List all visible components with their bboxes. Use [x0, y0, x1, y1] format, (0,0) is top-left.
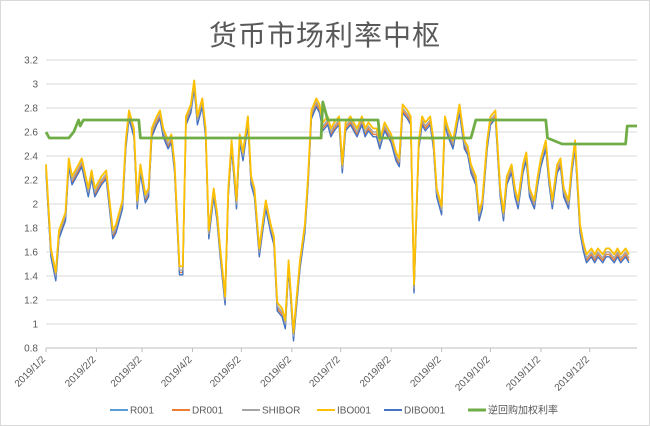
y-tick-label: 0.8	[24, 344, 38, 355]
x-tick-label: 2019/10/2	[453, 354, 493, 394]
x-tick-label: 2019/7/2	[307, 354, 343, 390]
x-tick-label: 2019/12/2	[553, 354, 593, 394]
x-tick-label: 2019/2/2	[63, 354, 99, 390]
y-tick-label: 2.6	[24, 128, 38, 139]
y-tick-label: 2	[32, 200, 38, 211]
y-tick-label: 2.2	[24, 176, 38, 187]
legend-label: R001	[130, 406, 154, 417]
x-tick-label: 2019/6/2	[259, 354, 295, 390]
x-tick-label: 2019/8/2	[358, 354, 394, 390]
series-lines	[44, 79, 637, 342]
x-tick-label: 2019/3/2	[109, 354, 145, 390]
x-axis: 2019/1/2 2019/2/2 2019/3/2 2019/4/2 2019/5/2…	[13, 347, 637, 394]
legend-label: 逆回购加权利率	[488, 404, 558, 417]
y-tick-label: 1.6	[24, 248, 38, 259]
y-tick-label: 2.4	[24, 152, 38, 163]
y-tick-label: 3.2	[24, 56, 38, 67]
series-line-ibo001	[45, 79, 630, 334]
y-tick-label: 3	[32, 80, 38, 91]
y-tick-label: 2.8	[24, 104, 38, 115]
y-tick-label: 1.4	[24, 272, 38, 283]
legend-label: DIBO001	[404, 406, 446, 417]
series-line-shibor	[45, 83, 630, 337]
series-line-reverse-repo-rate	[44, 100, 637, 146]
x-tick-label: 2019/5/2	[208, 354, 244, 390]
x-tick-label: 2019/9/2	[408, 354, 444, 390]
chart-title: 货币市场利率中枢	[208, 19, 441, 52]
x-tick-label: 2019/4/2	[159, 354, 195, 390]
y-tick-label: 1	[32, 320, 38, 331]
gridlines	[46, 59, 637, 349]
x-tick-label: 2019/11/2	[504, 354, 543, 393]
legend-label: IBO001	[337, 406, 371, 417]
legend: R001 DR001 SHIBOR IBO001 DIBO001 逆回购加权利率	[110, 404, 558, 417]
y-tick-label: 1.2	[24, 296, 38, 307]
x-tick-label: 2019/1/2	[13, 354, 49, 390]
legend-label: DR001	[192, 406, 224, 417]
y-axis: 0.8 1 1.2 1.4 1.6 1.8 2 2.2 2.4 2.6 2.8 3 3.2	[24, 56, 38, 355]
y-tick-label: 1.8	[24, 224, 38, 235]
legend-label: SHIBOR	[262, 406, 300, 417]
